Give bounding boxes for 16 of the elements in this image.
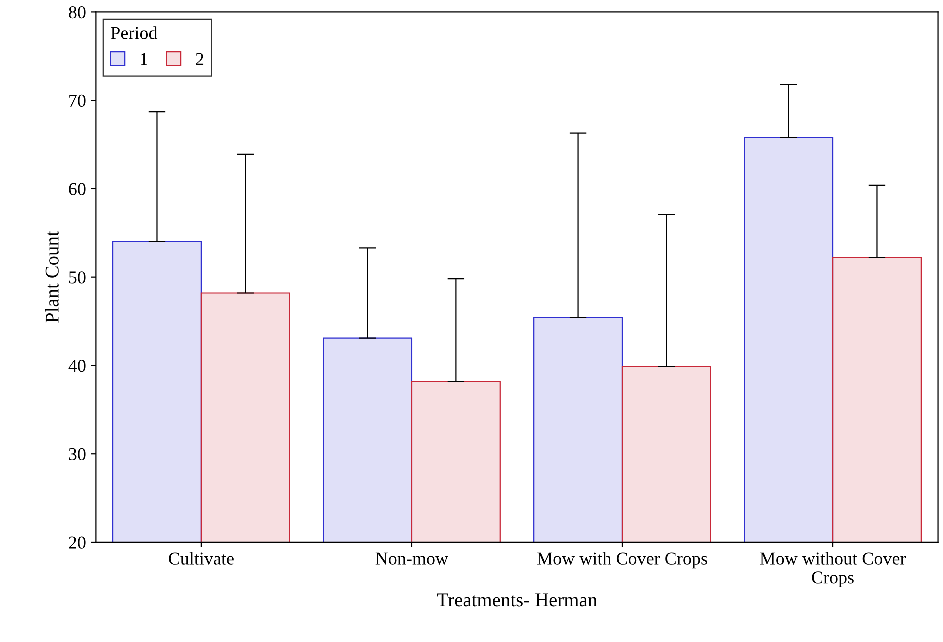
legend-label: 2 [196, 53, 204, 66]
x-tick-label: Cultivate [169, 552, 234, 565]
x-tick-label: Mow with Cover Crops [538, 552, 708, 569]
x-tick-label: Non-mow [376, 552, 449, 565]
y-axis-title: Plant Count [45, 231, 59, 323]
y-tick-label: 50 [69, 272, 86, 284]
y-tick-label: 30 [69, 448, 86, 461]
y-tick-label: 80 [69, 6, 86, 19]
y-tick-label: 40 [68, 360, 86, 372]
y-tick-label: 70 [70, 94, 86, 108]
y-tick-label: 20 [69, 536, 86, 549]
x-tick-label: Mow without Cover Crops [760, 552, 906, 588]
y-tick-label: 60 [69, 183, 86, 196]
x-axis-title: Treatments- Herman [437, 594, 598, 607]
legend-label: 1 [141, 53, 148, 66]
legend-title: Period [111, 26, 158, 40]
